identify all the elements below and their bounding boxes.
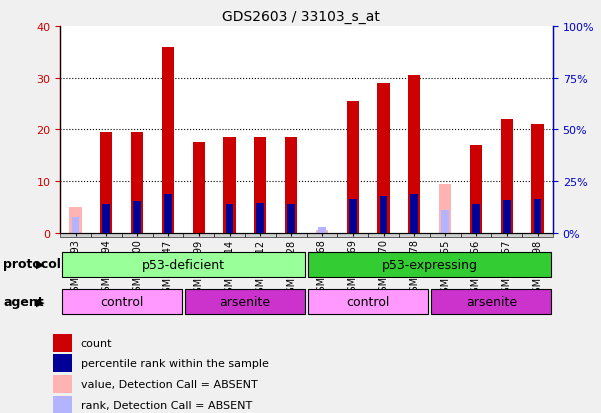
Bar	[102, 204, 110, 233]
FancyBboxPatch shape	[307, 233, 337, 237]
Bar	[100, 133, 112, 233]
Text: GDS2603 / 33103_s_at: GDS2603 / 33103_s_at	[222, 10, 379, 24]
FancyBboxPatch shape	[153, 233, 183, 237]
Bar	[439, 184, 451, 233]
Text: protocol: protocol	[3, 258, 61, 271]
FancyBboxPatch shape	[399, 233, 430, 237]
Bar	[349, 199, 356, 233]
Bar	[254, 138, 266, 233]
Bar	[195, 211, 203, 233]
FancyBboxPatch shape	[308, 252, 551, 278]
Bar	[72, 218, 79, 233]
Text: ▶: ▶	[36, 259, 44, 269]
Bar	[285, 138, 297, 233]
Bar	[53, 334, 73, 352]
FancyBboxPatch shape	[183, 233, 214, 237]
Bar	[224, 138, 236, 233]
Bar	[53, 396, 73, 413]
Bar	[318, 227, 326, 233]
Bar	[470, 145, 482, 233]
FancyBboxPatch shape	[62, 289, 182, 315]
Text: arsenite: arsenite	[219, 295, 270, 309]
FancyBboxPatch shape	[432, 289, 551, 315]
Bar	[408, 76, 421, 233]
FancyBboxPatch shape	[245, 233, 276, 237]
Bar	[501, 120, 513, 233]
Bar	[69, 207, 82, 233]
FancyBboxPatch shape	[368, 233, 399, 237]
Bar	[53, 375, 73, 393]
Bar	[347, 102, 359, 233]
Text: p53-expressing: p53-expressing	[382, 258, 478, 271]
FancyBboxPatch shape	[491, 233, 522, 237]
Bar	[131, 133, 143, 233]
FancyBboxPatch shape	[430, 233, 460, 237]
Bar	[287, 204, 295, 233]
FancyBboxPatch shape	[60, 233, 91, 237]
FancyBboxPatch shape	[522, 233, 553, 237]
Bar	[531, 125, 544, 233]
Bar	[410, 194, 418, 233]
Bar	[133, 201, 141, 233]
FancyBboxPatch shape	[121, 233, 153, 237]
Text: control: control	[346, 295, 390, 309]
FancyBboxPatch shape	[276, 233, 307, 237]
Text: agent: agent	[3, 295, 44, 308]
Bar	[380, 196, 388, 233]
Text: value, Detection Call = ABSENT: value, Detection Call = ABSENT	[81, 379, 257, 389]
Text: rank, Detection Call = ABSENT: rank, Detection Call = ABSENT	[81, 400, 252, 410]
Text: arsenite: arsenite	[466, 295, 517, 309]
Bar	[162, 47, 174, 233]
Text: percentile rank within the sample: percentile rank within the sample	[81, 358, 269, 368]
Text: ▶: ▶	[36, 297, 44, 306]
Text: count: count	[81, 338, 112, 348]
FancyBboxPatch shape	[62, 252, 305, 278]
Text: control: control	[100, 295, 144, 309]
Bar	[164, 194, 172, 233]
Bar	[441, 211, 449, 233]
Text: p53-deficient: p53-deficient	[142, 258, 225, 271]
Bar	[472, 204, 480, 233]
Bar	[225, 204, 233, 233]
Bar	[316, 231, 328, 233]
Bar	[503, 200, 511, 233]
Bar	[257, 203, 264, 233]
Bar	[377, 83, 389, 233]
FancyBboxPatch shape	[337, 233, 368, 237]
Bar	[192, 143, 205, 233]
Bar	[192, 184, 205, 233]
FancyBboxPatch shape	[214, 233, 245, 237]
FancyBboxPatch shape	[308, 289, 428, 315]
Bar	[53, 354, 73, 373]
Bar	[534, 199, 542, 233]
FancyBboxPatch shape	[91, 233, 121, 237]
FancyBboxPatch shape	[185, 289, 305, 315]
FancyBboxPatch shape	[460, 233, 491, 237]
